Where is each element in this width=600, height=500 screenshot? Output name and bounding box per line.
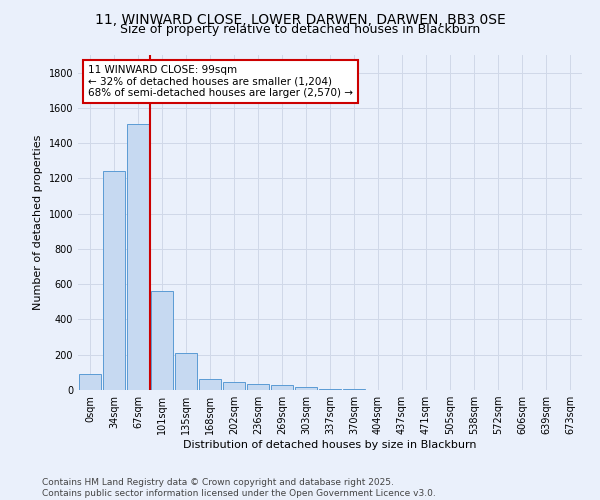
Bar bbox=[247, 384, 269, 390]
Bar bbox=[103, 172, 125, 390]
Text: Size of property relative to detached houses in Blackburn: Size of property relative to detached ho… bbox=[120, 22, 480, 36]
Text: 11 WINWARD CLOSE: 99sqm
← 32% of detached houses are smaller (1,204)
68% of semi: 11 WINWARD CLOSE: 99sqm ← 32% of detache… bbox=[88, 65, 353, 98]
Bar bbox=[127, 124, 149, 390]
Bar bbox=[151, 292, 173, 390]
Bar bbox=[271, 385, 293, 390]
Bar bbox=[175, 353, 197, 390]
X-axis label: Distribution of detached houses by size in Blackburn: Distribution of detached houses by size … bbox=[183, 440, 477, 450]
Y-axis label: Number of detached properties: Number of detached properties bbox=[33, 135, 43, 310]
Bar bbox=[223, 382, 245, 390]
Text: Contains HM Land Registry data © Crown copyright and database right 2025.
Contai: Contains HM Land Registry data © Crown c… bbox=[42, 478, 436, 498]
Text: 11, WINWARD CLOSE, LOWER DARWEN, DARWEN, BB3 0SE: 11, WINWARD CLOSE, LOWER DARWEN, DARWEN,… bbox=[95, 12, 505, 26]
Bar bbox=[295, 388, 317, 390]
Bar bbox=[199, 378, 221, 390]
Bar bbox=[319, 388, 341, 390]
Bar bbox=[79, 374, 101, 390]
